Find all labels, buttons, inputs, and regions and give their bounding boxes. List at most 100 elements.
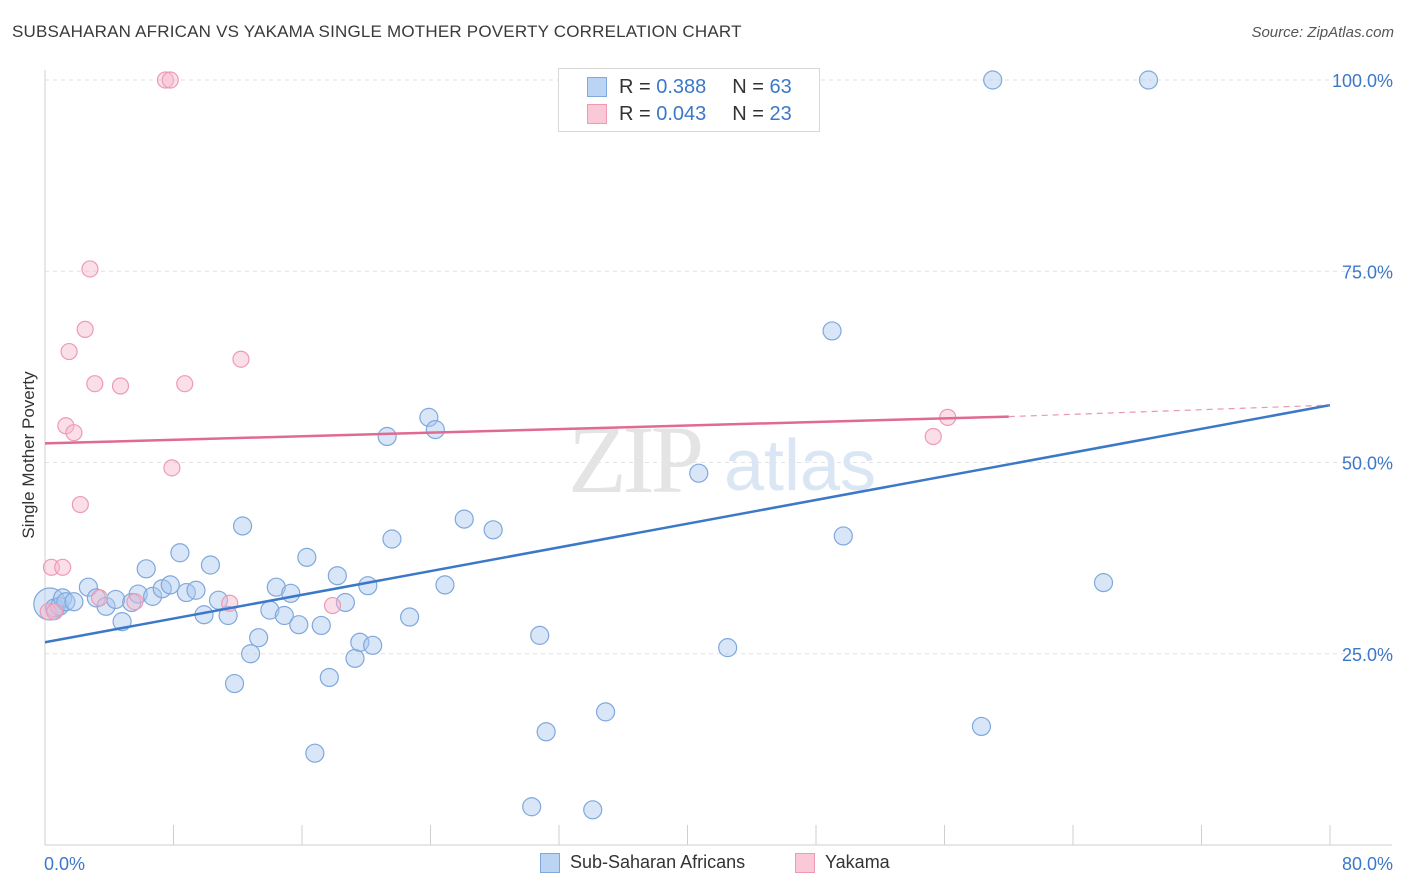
point-subsaharan <box>530 625 550 645</box>
point-subsaharan <box>96 596 116 616</box>
point-subsaharan <box>241 644 261 664</box>
legend-n-value: 63 <box>769 75 792 98</box>
point-subsaharan <box>64 592 84 612</box>
point-subsaharan <box>1093 573 1114 593</box>
legend-row-subsaharan: R = 0.388 N = 63 <box>587 74 792 100</box>
legend-row-yakama: R = 0.043 N = 23 <box>587 101 792 127</box>
point-subsaharan <box>136 559 156 579</box>
point-subsaharan <box>143 586 163 606</box>
point-subsaharan <box>358 576 378 596</box>
x-tick-label: 80.0% <box>1342 854 1393 874</box>
point-subsaharan <box>249 628 269 648</box>
point-subsaharan <box>170 543 190 563</box>
point-yakama <box>161 71 179 89</box>
source-label: Source: ZipAtlas.com <box>1251 24 1394 41</box>
bottom-legend-yakama: Yakama <box>795 852 890 873</box>
point-yakama <box>54 558 72 576</box>
chart-title: SUBSAHARAN AFRICAN VS YAKAMA SINGLE MOTH… <box>12 22 742 41</box>
point-yakama <box>126 593 144 611</box>
point-subsaharan <box>266 577 286 597</box>
point-yakama <box>81 260 99 278</box>
point-yakama <box>46 603 64 621</box>
point-yakama <box>60 342 78 361</box>
y-tick-label: 25.0% <box>1342 645 1393 665</box>
point-subsaharan <box>400 607 420 627</box>
point-subsaharan <box>382 529 402 549</box>
point-subsaharan <box>311 615 331 636</box>
legend-swatch-pink <box>587 104 607 124</box>
y-tick-label: 50.0% <box>1342 454 1393 474</box>
point-subsaharan <box>363 635 383 655</box>
legend-r-value: 0.043 <box>656 102 707 125</box>
point-yakama <box>156 71 175 89</box>
bottom-legend-swatch-blue <box>540 852 560 873</box>
legend-n-value: 23 <box>769 102 792 125</box>
point-subsaharan <box>224 673 245 694</box>
point-subsaharan <box>345 648 365 668</box>
point-subsaharan <box>297 547 317 567</box>
trend-line-subsaharan <box>44 403 1331 644</box>
series-yakama-points <box>39 71 957 621</box>
point-subsaharan <box>583 800 603 820</box>
point-subsaharan <box>419 407 439 427</box>
legend-r-label: R = <box>619 102 651 125</box>
bottom-legend-subsaharan: Sub-Saharan Africans <box>540 852 745 873</box>
point-subsaharan <box>522 797 542 817</box>
y-tick-label: 100.0% <box>1332 71 1393 91</box>
legend-swatch-blue <box>587 77 607 97</box>
bottom-legend-label: Yakama <box>825 852 890 872</box>
watermark-zip: ZIP <box>568 406 701 513</box>
gridlines <box>45 79 1392 655</box>
point-subsaharan <box>689 463 709 483</box>
point-subsaharan <box>56 592 76 612</box>
point-subsaharan <box>435 575 455 595</box>
point-yakama <box>323 596 342 615</box>
trend-line-yakama <box>44 415 1009 445</box>
point-subsaharan <box>822 321 842 341</box>
point-yakama <box>71 495 89 514</box>
point-yakama <box>111 377 130 395</box>
point-subsaharan <box>274 605 294 626</box>
point-subsaharan <box>425 420 445 440</box>
point-subsaharan <box>160 575 180 595</box>
point-subsaharan <box>454 509 474 529</box>
point-yakama <box>39 603 57 621</box>
trend-line-yakama-extension <box>1008 404 1331 418</box>
point-subsaharan <box>833 526 853 546</box>
y-tick-label: 75.0% <box>1342 262 1393 282</box>
point-subsaharan <box>106 589 126 610</box>
point-subsaharan <box>971 716 992 737</box>
point-yakama <box>91 589 109 607</box>
bottom-legend-label: Sub-Saharan Africans <box>570 852 746 872</box>
point-subsaharan <box>983 70 1003 90</box>
point-yakama <box>76 320 94 338</box>
point-subsaharan <box>377 426 397 447</box>
point-yakama <box>86 375 104 393</box>
point-subsaharan <box>319 667 339 688</box>
point-subsaharan <box>718 638 738 658</box>
point-yakama <box>232 350 250 368</box>
point-yakama <box>924 427 942 446</box>
point-subsaharan <box>1138 70 1159 90</box>
point-subsaharan <box>305 743 325 763</box>
point-yakama <box>65 424 83 442</box>
point-subsaharan <box>536 722 556 742</box>
trend-lines <box>44 403 1331 644</box>
legend-r-value: 0.388 <box>656 75 707 98</box>
y-axis-title: Single Mother Poverty <box>19 371 38 539</box>
axes <box>44 70 1392 846</box>
point-subsaharan <box>78 577 98 597</box>
x-tick-label: 0.0% <box>44 854 85 874</box>
point-subsaharan <box>232 516 253 536</box>
point-subsaharan <box>281 583 301 603</box>
correlation-legend: R = 0.388 N = 63 R = 0.043 N = 23 <box>558 68 820 132</box>
legend-n-label: N = <box>732 102 764 125</box>
legend-n-label: N = <box>732 75 764 98</box>
series-subsaharan-points <box>33 70 1159 820</box>
bottom-legend-swatch-pink <box>795 852 815 873</box>
point-yakama <box>163 459 181 477</box>
point-subsaharan <box>595 702 616 722</box>
legend-r-label: R = <box>619 75 651 98</box>
point-subsaharan <box>289 615 309 635</box>
